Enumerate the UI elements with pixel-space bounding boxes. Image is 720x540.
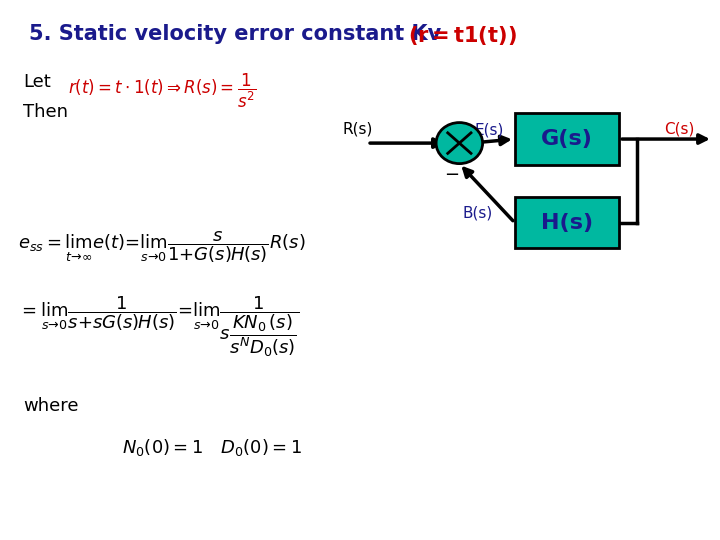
Text: C(s): C(s) [665,122,695,137]
Text: $e_{ss} = \lim_{t \to \infty} e(t) = \lim_{s \to 0} \dfrac{s}{1+G(s)H(s)} R(s)$: $e_{ss} = \lim_{t \to \infty} e(t) = \li… [18,230,305,265]
Text: B(s): B(s) [463,205,493,220]
Text: R(s): R(s) [342,121,372,136]
Text: Let: Let [23,73,51,91]
Text: −: − [444,166,460,184]
Ellipse shape [436,123,482,164]
FancyBboxPatch shape [515,197,619,248]
Text: Then: Then [23,103,68,120]
Text: H(s): H(s) [541,213,593,233]
FancyBboxPatch shape [515,113,619,165]
Text: where: where [23,397,78,415]
Text: $= \lim_{s \to 0} \dfrac{1}{s + sG(s)H(s)} = \lim_{s \to 0} \dfrac{1}{s\dfrac{KN: $= \lim_{s \to 0} \dfrac{1}{s + sG(s)H(s… [18,294,300,359]
Text: $r(t) = t \cdot 1(t) \Rightarrow R(s) = \dfrac{1}{s^2}$: $r(t) = t \cdot 1(t) \Rightarrow R(s) = … [68,71,257,110]
Text: E(s): E(s) [474,123,504,138]
Text: $N_0(0) = 1 \quad D_0(0) = 1$: $N_0(0) = 1 \quad D_0(0) = 1$ [122,437,302,458]
Text: 5. Static velocity error constant Kv: 5. Static velocity error constant Kv [29,24,449,44]
Text: G(s): G(s) [541,129,593,149]
Text: $\mathbf{(r{=}t1(t))}$: $\mathbf{(r{=}t1(t))}$ [408,24,517,48]
